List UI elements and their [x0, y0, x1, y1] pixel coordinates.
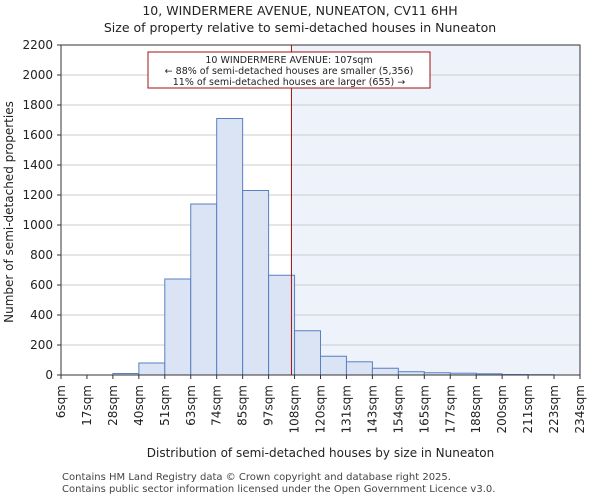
- x-tick-label: 131sqm: [339, 385, 353, 433]
- y-tick-label: 1800: [22, 98, 53, 112]
- bar: [164, 278, 192, 376]
- y-tick-label: 1600: [22, 128, 53, 142]
- x-tick-label: 74sqm: [210, 385, 224, 426]
- x-tick-label: 40sqm: [132, 385, 146, 426]
- y-tick-label: 400: [30, 308, 53, 322]
- y-tick-label: 1000: [22, 218, 53, 232]
- x-tick-label: 85sqm: [236, 385, 250, 426]
- x-axis-label: Distribution of semi-detached houses by …: [147, 446, 494, 460]
- y-tick-label: 2200: [22, 38, 53, 52]
- bar: [294, 330, 321, 376]
- annotation-box: [147, 51, 431, 89]
- x-tick-label: 188sqm: [469, 385, 483, 433]
- y-tick-label: 600: [30, 278, 53, 292]
- bar: [242, 190, 270, 376]
- x-tick-label: 200sqm: [495, 385, 509, 433]
- bar: [190, 203, 218, 376]
- footer-copyright: Contains HM Land Registry data © Crown c…: [62, 472, 451, 483]
- x-tick-label: 234sqm: [573, 385, 587, 433]
- x-tick-label: 120sqm: [314, 385, 328, 433]
- bar: [268, 274, 296, 376]
- annotation-line-1: 10 WINDERMERE AVENUE: 107sqm: [205, 55, 372, 66]
- chart-title: 10, WINDERMERE AVENUE, NUNEATON, CV11 6H…: [142, 3, 458, 18]
- y-tick-label: 0: [45, 368, 53, 382]
- annotation-line-2: ← 88% of semi-detached houses are smalle…: [165, 66, 414, 77]
- x-tick-label: 223sqm: [547, 385, 561, 433]
- x-tick-label: 51sqm: [158, 385, 172, 426]
- x-tick-label: 177sqm: [443, 385, 457, 433]
- highlight-region: [291, 45, 580, 375]
- bar: [138, 362, 166, 376]
- bar: [216, 118, 244, 376]
- y-tick-label: 800: [30, 248, 53, 262]
- x-tick-label: 154sqm: [391, 385, 405, 433]
- annotation-line-3: 11% of semi-detached houses are larger (…: [173, 77, 406, 88]
- y-tick-label: 2000: [22, 68, 53, 82]
- x-tick-label: 97sqm: [262, 385, 276, 426]
- x-tick-label: 211sqm: [521, 385, 535, 433]
- x-tick-label: 6sqm: [54, 385, 68, 418]
- chart-subtitle: Size of property relative to semi-detach…: [103, 20, 497, 35]
- x-tick-label: 63sqm: [184, 385, 198, 426]
- x-tick-label: 28sqm: [106, 385, 120, 426]
- x-tick-label: 108sqm: [288, 385, 302, 433]
- x-tick-label: 17sqm: [80, 385, 94, 426]
- x-tick-label: 143sqm: [365, 385, 379, 433]
- x-tick-label: 165sqm: [417, 385, 431, 433]
- y-tick-label: 200: [30, 338, 53, 352]
- y-axis-label: Number of semi-detached properties: [2, 101, 16, 323]
- bar: [320, 355, 347, 376]
- bar: [371, 367, 399, 376]
- footer-licence: Contains public sector information licen…: [62, 484, 496, 495]
- y-tick-label: 1200: [22, 188, 53, 202]
- bar: [345, 361, 373, 376]
- y-tick-label: 1400: [22, 158, 53, 172]
